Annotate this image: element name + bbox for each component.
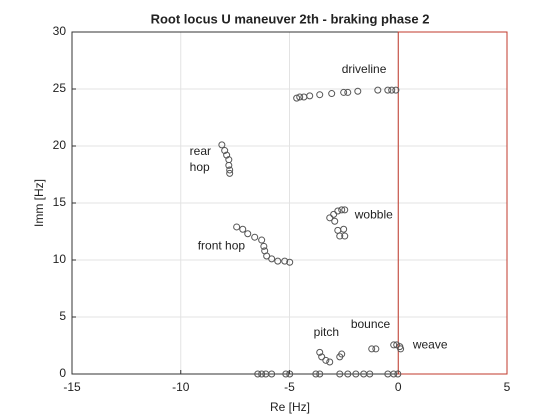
point (316, 370, 324, 378)
point (397, 345, 405, 353)
point (341, 232, 349, 240)
point (244, 230, 252, 238)
point (254, 370, 262, 378)
point (293, 94, 301, 102)
annotation: driveline (342, 62, 387, 76)
point (392, 86, 400, 94)
point (286, 370, 294, 378)
y-tick-label: 20 (53, 138, 67, 152)
point (226, 166, 234, 174)
y-tick-label: 30 (53, 24, 67, 38)
point (344, 370, 352, 378)
x-axis-label: Re [Hz] (270, 400, 310, 414)
annotation: hop (190, 160, 210, 174)
y-tick-label: 0 (59, 366, 66, 380)
point (316, 91, 324, 99)
chart-title: Root locus U maneuver 2th - braking phas… (151, 11, 430, 26)
point (318, 353, 326, 361)
point (344, 88, 352, 96)
point (226, 169, 234, 177)
point (390, 341, 398, 349)
point (354, 87, 362, 95)
x-tick-label: -5 (284, 380, 295, 394)
point (368, 345, 376, 353)
point (338, 206, 346, 214)
point (388, 86, 396, 94)
point (218, 141, 226, 149)
point (334, 207, 342, 215)
point (286, 258, 294, 266)
point (341, 206, 349, 214)
annotation: front hop (198, 238, 246, 252)
point (394, 370, 402, 378)
point (328, 90, 336, 98)
y-tick-label: 5 (59, 309, 66, 323)
point (336, 370, 344, 378)
y-tick-label: 25 (53, 81, 67, 95)
annotation: pitch (314, 325, 339, 339)
point (352, 370, 360, 378)
point (374, 86, 382, 94)
point (274, 257, 282, 265)
point (296, 93, 304, 101)
point (258, 370, 266, 378)
point (312, 370, 320, 378)
point (306, 92, 314, 100)
point (326, 214, 334, 222)
point (372, 345, 380, 353)
y-axis-label: Imm [Hz] (32, 179, 46, 227)
point (282, 370, 290, 378)
annotation: bounce (351, 317, 391, 331)
point (326, 358, 334, 366)
y-tick-label: 15 (53, 195, 67, 209)
point (316, 348, 324, 356)
annotation: wobble (354, 208, 393, 222)
point (233, 223, 241, 231)
point (322, 356, 330, 364)
point (390, 370, 398, 378)
point (260, 242, 268, 250)
point (281, 257, 289, 265)
point (338, 350, 346, 358)
point (340, 225, 348, 233)
annotation: rear (190, 144, 211, 158)
point (268, 255, 276, 263)
point (225, 161, 233, 169)
point (258, 236, 266, 244)
x-tick-label: -10 (172, 380, 190, 394)
point (221, 147, 229, 155)
point (366, 370, 374, 378)
x-tick-label: -15 (63, 380, 81, 394)
point (251, 233, 259, 241)
x-tick-label: 0 (395, 380, 402, 394)
point (330, 210, 338, 218)
point (336, 232, 344, 240)
x-tick-label: 5 (504, 380, 511, 394)
annotation: weave (412, 338, 448, 352)
point (268, 370, 276, 378)
y-tick-label: 10 (53, 252, 67, 266)
point (340, 88, 348, 96)
highlight-region (397, 31, 508, 375)
point (331, 217, 339, 225)
point (384, 86, 392, 94)
point (239, 225, 247, 233)
